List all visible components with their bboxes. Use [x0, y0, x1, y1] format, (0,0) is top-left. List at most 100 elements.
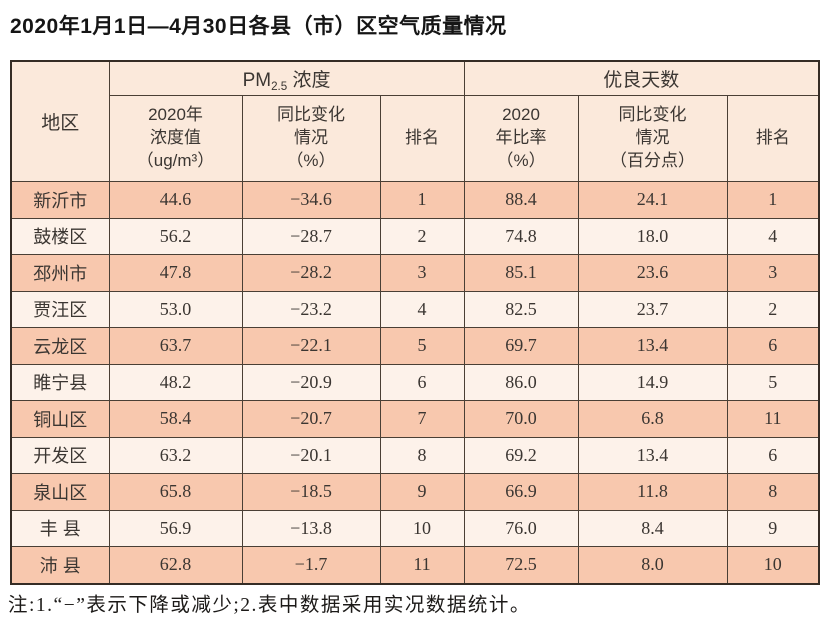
pm-rank-cell: 1	[379, 181, 465, 219]
col-header-pm-value: 2020年 浓度值 （ug/m³）	[108, 95, 243, 182]
col-header-good-rank: 排名	[726, 95, 820, 182]
good-rank-cell: 9	[726, 509, 820, 547]
region-cell: 睢宁县	[10, 363, 110, 401]
region-cell: 云龙区	[10, 327, 110, 365]
pm-value-cell: 47.8	[108, 254, 243, 292]
table-row: 云龙区 63.7 −22.1 5 69.7 13.4 6	[10, 327, 820, 365]
pm-rank-cell: 11	[379, 546, 465, 584]
pm-change-cell: −34.6	[241, 181, 381, 219]
pm-rank-cell: 7	[379, 400, 465, 438]
pm-value-cell: 56.9	[108, 509, 243, 547]
good-rate-cell: 72.5	[463, 546, 579, 584]
table-row: 泉山区 65.8 −18.5 9 66.9 11.8 8	[10, 473, 820, 511]
col-header-good-change: 同比变化 情况 （百分点）	[577, 95, 728, 182]
pm-value-cell: 58.4	[108, 400, 243, 438]
pm-value-cell: 48.2	[108, 363, 243, 401]
pm-change-cell: −22.1	[241, 327, 381, 365]
pm-change-cell: −13.8	[241, 509, 381, 547]
col-group-pm25: PM2.5 浓度	[108, 60, 465, 96]
pm-value-cell: 63.7	[108, 327, 243, 365]
table-row: 开发区 63.2 −20.1 8 69.2 13.4 6	[10, 436, 820, 474]
table-row: 新沂市 44.6 −34.6 1 88.4 24.1 1	[10, 181, 820, 219]
good-rate-cell: 88.4	[463, 181, 579, 219]
pm-value-cell: 56.2	[108, 217, 243, 255]
good-rate-cell: 69.2	[463, 436, 579, 474]
col-header-pm-rank: 排名	[379, 95, 465, 182]
good-rank-cell: 11	[726, 400, 820, 438]
pm-change-cell: −20.9	[241, 363, 381, 401]
good-change-cell: 8.0	[577, 546, 728, 584]
region-cell: 鼓楼区	[10, 217, 110, 255]
good-rank-cell: 1	[726, 181, 820, 219]
good-change-cell: 23.7	[577, 290, 728, 328]
good-rate-cell: 70.0	[463, 400, 579, 438]
col-header-region: 地区	[10, 60, 110, 182]
region-cell: 泉山区	[10, 473, 110, 511]
pm-change-cell: −28.7	[241, 217, 381, 255]
pm25-label-subscript: 2.5	[271, 81, 288, 93]
air-quality-table: 地区 PM2.5 浓度 优良天数 2020年 浓度值 （ug/m³） 同比变化 …	[10, 60, 821, 585]
table-row: 贾汪区 53.0 −23.2 4 82.5 23.7 2	[10, 290, 820, 328]
good-rate-cell: 82.5	[463, 290, 579, 328]
table-row: 丰 县 56.9 −13.8 10 76.0 8.4 9	[10, 509, 820, 547]
good-change-cell: 8.4	[577, 509, 728, 547]
pm-rank-cell: 5	[379, 327, 465, 365]
good-change-cell: 24.1	[577, 181, 728, 219]
region-cell: 贾汪区	[10, 290, 110, 328]
good-rate-cell: 86.0	[463, 363, 579, 401]
pm-change-cell: −1.7	[241, 546, 381, 584]
good-rank-cell: 3	[726, 254, 820, 292]
col-header-good-rate: 2020 年比率 （%）	[463, 95, 579, 182]
good-rank-cell: 5	[726, 363, 820, 401]
good-rank-cell: 6	[726, 327, 820, 365]
table-row: 邳州市 47.8 −28.2 3 85.1 23.6 3	[10, 254, 820, 292]
col-group-good-days: 优良天数	[463, 60, 820, 96]
region-cell: 开发区	[10, 436, 110, 474]
pm-change-cell: −18.5	[241, 473, 381, 511]
good-change-cell: 18.0	[577, 217, 728, 255]
pm-rank-cell: 9	[379, 473, 465, 511]
pm-value-cell: 63.2	[108, 436, 243, 474]
region-cell: 铜山区	[10, 400, 110, 438]
region-cell: 邳州市	[10, 254, 110, 292]
table-row: 铜山区 58.4 −20.7 7 70.0 6.8 11	[10, 400, 820, 438]
table-body: 新沂市 44.6 −34.6 1 88.4 24.1 1 鼓楼区 56.2 −2…	[10, 181, 820, 584]
good-rank-cell: 6	[726, 436, 820, 474]
table-footnote: 注:1.“−”表示下降或减少;2.表中数据采用实况数据统计。	[8, 595, 531, 616]
page-title: 2020年1月1日—4月30日各县（市）区空气质量情况	[10, 15, 507, 38]
table-row: 鼓楼区 56.2 −28.7 2 74.8 18.0 4	[10, 217, 820, 255]
good-rate-cell: 85.1	[463, 254, 579, 292]
table-header: 地区 PM2.5 浓度 优良天数 2020年 浓度值 （ug/m³） 同比变化 …	[10, 60, 820, 182]
good-change-cell: 13.4	[577, 436, 728, 474]
header-sub-row: 2020年 浓度值 （ug/m³） 同比变化 情况 （%） 排名 2020 年比…	[11, 95, 820, 182]
region-cell: 丰 县	[10, 509, 110, 547]
pm-value-cell: 44.6	[108, 181, 243, 219]
good-rank-cell: 2	[726, 290, 820, 328]
pm-change-cell: −20.7	[241, 400, 381, 438]
col-header-pm-change: 同比变化 情况 （%）	[241, 95, 381, 182]
good-rate-cell: 69.7	[463, 327, 579, 365]
pm-rank-cell: 6	[379, 363, 465, 401]
good-rate-cell: 66.9	[463, 473, 579, 511]
table-row: 睢宁县 48.2 −20.9 6 86.0 14.9 5	[10, 363, 820, 401]
good-rank-cell: 4	[726, 217, 820, 255]
region-cell: 新沂市	[10, 181, 110, 219]
pm25-label-prefix: PM	[242, 70, 272, 91]
pm-rank-cell: 8	[379, 436, 465, 474]
good-rate-cell: 74.8	[463, 217, 579, 255]
good-rate-cell: 76.0	[463, 509, 579, 547]
pm-value-cell: 65.8	[108, 473, 243, 511]
pm25-label-suffix: 浓度	[287, 70, 331, 91]
good-change-cell: 14.9	[577, 363, 728, 401]
pm-change-cell: −23.2	[241, 290, 381, 328]
pm-value-cell: 53.0	[108, 290, 243, 328]
pm-rank-cell: 4	[379, 290, 465, 328]
pm-value-cell: 62.8	[108, 546, 243, 584]
good-change-cell: 6.8	[577, 400, 728, 438]
pm-rank-cell: 10	[379, 509, 465, 547]
pm-change-cell: −28.2	[241, 254, 381, 292]
header-group-row: 地区 PM2.5 浓度 优良天数	[10, 60, 820, 182]
region-cell: 沛 县	[10, 546, 110, 584]
pm-rank-cell: 2	[379, 217, 465, 255]
